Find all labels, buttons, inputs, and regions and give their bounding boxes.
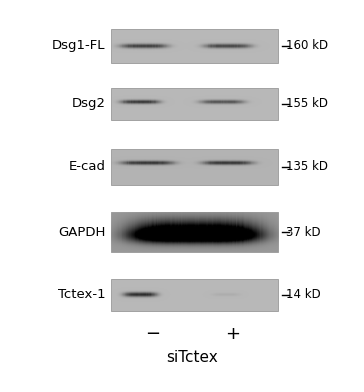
Text: siTctex: siTctex [167,350,218,365]
Text: 14 kD: 14 kD [286,288,320,301]
Text: E-cad: E-cad [68,160,106,173]
Text: Dsg1-FL: Dsg1-FL [52,39,106,53]
Bar [111,29,278,63]
Text: 37 kD: 37 kD [286,225,320,239]
Text: Dsg2: Dsg2 [72,97,106,111]
Text: GAPDH: GAPDH [58,225,106,239]
Bar [111,149,278,185]
Text: 155 kD: 155 kD [286,97,328,111]
Text: +: + [225,325,240,343]
Bar [111,212,278,252]
Text: −: − [145,325,161,343]
Text: 135 kD: 135 kD [286,160,328,173]
Bar [111,279,278,311]
Bar [111,88,278,120]
Text: Tctex-1: Tctex-1 [58,288,106,301]
Text: 160 kD: 160 kD [286,39,328,53]
